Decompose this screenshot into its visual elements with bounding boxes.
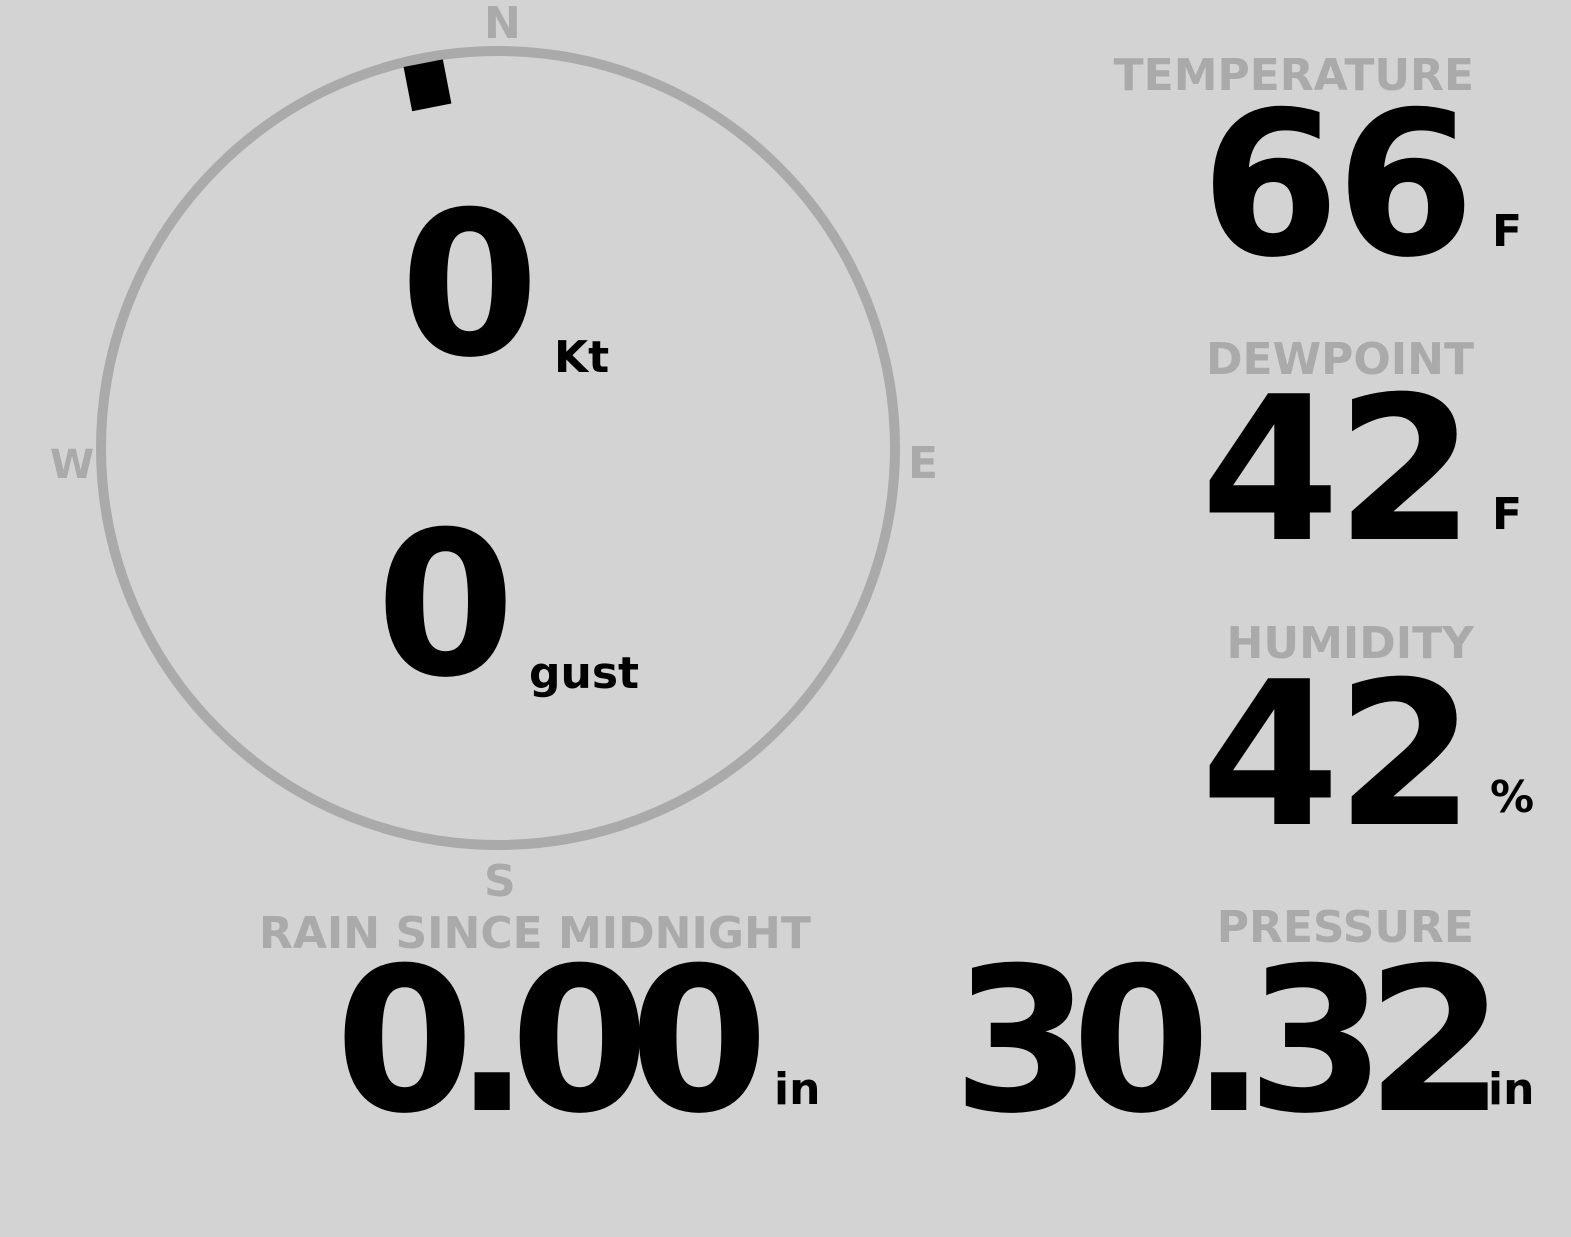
dewpoint-unit: F [1492, 489, 1523, 540]
temperature-label: TEMPERATURE [1113, 50, 1474, 101]
dewpoint-value: 42 [1200, 354, 1475, 587]
wind-direction-marker [403, 59, 452, 112]
wind-speed-unit: Kt [554, 332, 610, 383]
pressure-label: PRESSURE [1216, 902, 1474, 953]
wind-speed-value: 0 [400, 169, 539, 402]
compass-south: S [484, 856, 516, 907]
rain-unit: in [774, 1064, 821, 1115]
humidity-value: 42 [1200, 639, 1475, 872]
compass-ring [96, 46, 900, 850]
rain-value: 0.00 [335, 925, 768, 1158]
pressure-value: 30.32 [952, 925, 1505, 1158]
rain-label: RAIN SINCE MIDNIGHT [259, 908, 811, 959]
temperature-unit: F [1492, 206, 1523, 257]
temperature-value: 66 [1200, 69, 1475, 302]
compass-north: N [484, 0, 521, 49]
compass-west: W [50, 442, 95, 488]
compass-east: E [908, 438, 939, 489]
dewpoint-label: DEWPOINT [1206, 334, 1474, 385]
wind-gust-value: 0 [376, 489, 515, 722]
humidity-unit: % [1490, 772, 1535, 823]
wind-compass [96, 46, 900, 850]
pressure-unit: in [1488, 1064, 1535, 1115]
wind-gust-unit: gust [529, 648, 640, 699]
humidity-label: HUMIDITY [1226, 618, 1474, 669]
